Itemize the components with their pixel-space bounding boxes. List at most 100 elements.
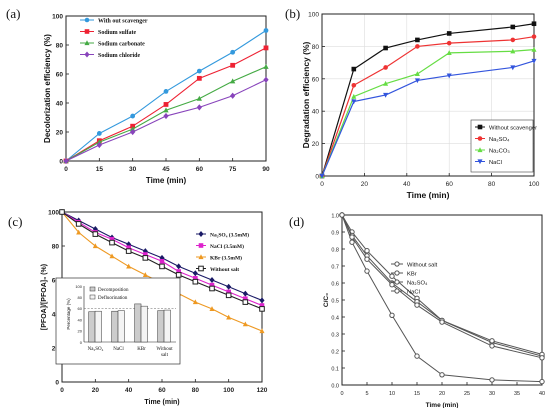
- inset-y-tick-label: 40: [78, 317, 83, 322]
- chart-panel-b: 0 20 40 60 80 100 0 20 40 60 80 100 Time (min) Degrad…: [275, 0, 550, 204]
- series-na-so: [339, 212, 545, 358]
- data-point-sodium-carbonate: [263, 63, 269, 69]
- x-tick-label: 60: [446, 181, 454, 188]
- legend-marker-nacl-3-5mm: [198, 243, 204, 248]
- x-tick-label: 15: [414, 391, 420, 397]
- data-point-without-salt: [125, 248, 132, 254]
- data-point-nacl-3-5mm: [193, 276, 198, 281]
- data-point-kbr: [414, 353, 420, 359]
- data-point-nacl: [319, 173, 325, 179]
- data-point-sodium-chloride: [263, 76, 269, 83]
- legend-marker-without-scavenger: [477, 124, 483, 130]
- data-point-with-out-scavenger: [96, 131, 102, 136]
- data-point-na-co: [383, 80, 389, 86]
- inset-category-label: Without: [156, 347, 173, 352]
- data-point-kbr-3-5mm: [226, 314, 232, 320]
- plot-frame: [321, 13, 535, 177]
- legend-marker-with-out-scavenger: [84, 17, 90, 23]
- data-point-nacl: [414, 78, 420, 84]
- data-point-kbr-3-5mm: [242, 321, 248, 327]
- x-tick-label: 0: [320, 181, 324, 188]
- y-tick-label: 60: [52, 278, 60, 285]
- series-nacl: [319, 58, 537, 179]
- y-tick-label: 0.2: [331, 350, 339, 356]
- data-point-with-out-scavenger: [130, 113, 136, 119]
- legend-marker-na-so-3-5mm: [198, 231, 204, 237]
- legend-label-na-so: Na₂SO₄: [489, 137, 510, 143]
- x-tick-label: 40: [125, 387, 133, 394]
- legend-label-na-so-3-5mm: Na₂SO₄ (3.5mM): [210, 232, 249, 239]
- y-tick-label: 0.5: [331, 299, 339, 305]
- data-point-na-so-3-5mm: [242, 290, 248, 297]
- data-point-kbr: [489, 377, 495, 383]
- inset-legend-label-defluorination: Defluorination: [98, 296, 128, 301]
- y-tick-label: 0.4: [331, 316, 339, 322]
- legend-label-nacl-3-5mm: NaCl (3.5mM): [210, 243, 244, 250]
- inset-bar-decomposition: [111, 310, 119, 343]
- inset-y-tick-label: 100: [75, 284, 82, 289]
- data-point-nacl-3-5mm: [159, 259, 165, 264]
- legend-marker-sodium-carbonate: [84, 40, 90, 46]
- legend-label-nacl: NaCl: [407, 290, 420, 296]
- legend-label-sodium-sulfate: Sodium sulfate: [98, 30, 137, 36]
- y-tick-label: 80: [56, 43, 64, 50]
- y-tick-label: 0.7: [331, 265, 339, 271]
- x-tick-label: 40: [539, 391, 545, 397]
- decolorization-chart: 0 15 30 45 60 75 90 0 20 40 60 80 100 Time (min) Decol…: [6, 6, 270, 185]
- chart-panel-d: 0 5 10 15 20 25 30 35 40 0.0 0.1 0.2 0.3 0.4 0.5 0.6 0.7…: [275, 204, 550, 408]
- inset-category-label: salt: [161, 353, 169, 358]
- data-point-with-out-scavenger: [230, 49, 236, 55]
- x-axis-label: Time (min): [426, 402, 459, 408]
- x-tick-label: 80: [488, 181, 496, 188]
- data-point-kbr: [389, 312, 395, 319]
- data-point-without-scavenger: [415, 37, 420, 43]
- data-point-without-salt: [159, 263, 165, 270]
- data-point-na-so: [531, 34, 537, 39]
- y-tick-label: 40: [52, 312, 60, 319]
- data-point-with-out-scavenger: [263, 28, 269, 33]
- x-tick-label: 25: [464, 391, 470, 397]
- y-tick-label: 0.6: [331, 282, 339, 288]
- y-tick-label: 40: [312, 109, 320, 116]
- x-axis-label: Time (min): [144, 399, 179, 406]
- data-point-nacl: [439, 319, 445, 325]
- legend-marker-sodium-chloride: [84, 51, 90, 58]
- y-tick-label: 20: [56, 130, 64, 137]
- y-tick-label: 40: [56, 101, 64, 108]
- inset-bar-defluorination: [94, 310, 102, 343]
- data-point-without-salt: [192, 278, 199, 285]
- data-point-without-salt: [92, 231, 99, 237]
- data-point-nacl: [539, 355, 545, 361]
- y-axis-label: Decolorization efficiency (%): [43, 34, 52, 143]
- data-point-na-so: [383, 65, 388, 70]
- legend-marker-kbr: [394, 270, 400, 276]
- series-nacl: [339, 212, 545, 361]
- x-tick-label: 20: [439, 391, 445, 397]
- data-point-na-co: [446, 50, 452, 55]
- data-point-na-so-3-5mm: [176, 263, 182, 270]
- legend-label-without-scavenger: Without scavenger: [489, 126, 537, 132]
- x-tick-label: 15: [96, 166, 104, 173]
- y-tick-label: 100: [308, 12, 319, 19]
- y-axis-label: C/C₀: [323, 293, 330, 307]
- degradation-chart: 0 20 40 60 80 100 0 20 40 60 80 100 Time (min) Degrad…: [285, 6, 540, 200]
- x-tick-label: 30: [129, 166, 137, 173]
- inset-bar-defluorination: [140, 305, 148, 343]
- data-point-na-co: [510, 48, 516, 54]
- x-tick-label: 60: [158, 387, 166, 394]
- data-point-nacl-3-5mm: [109, 236, 115, 242]
- data-point-sodium-sulfate: [263, 45, 269, 51]
- data-point-na-so-3-5mm: [226, 283, 232, 290]
- data-point-na-so-3-5mm: [192, 270, 198, 277]
- series-with-out-scavenger: [63, 28, 269, 164]
- data-point-nacl: [489, 343, 495, 349]
- data-point-sodium-carbonate: [196, 95, 202, 101]
- data-point-without-salt: [242, 299, 249, 305]
- legend-label-sodium-chloride: Sodium chloride: [98, 53, 141, 59]
- data-point-sodium-carbonate: [163, 107, 169, 113]
- legend-label-without-salt: Without salt: [407, 263, 438, 269]
- data-point-na-co: [531, 46, 537, 52]
- data-point-kbr: [349, 239, 355, 245]
- data-point-sodium-chloride: [63, 157, 69, 165]
- inset-y-tick-label: 80: [78, 295, 83, 300]
